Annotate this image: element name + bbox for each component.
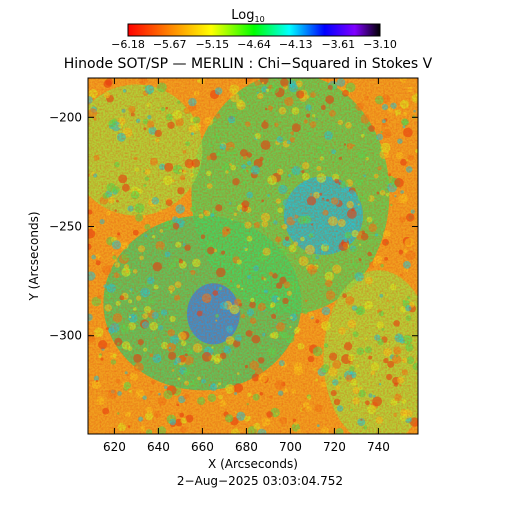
plot-frame <box>87 77 419 435</box>
x-axis: 620 640 660 680 700 720 740 <box>103 78 390 454</box>
colorbar-tick-label: −4.64 <box>237 38 271 51</box>
colorbar-tick-label: −5.67 <box>153 38 187 51</box>
colorbar-tick-label: −4.13 <box>279 38 313 51</box>
y-axis: −200 −250 −300 <box>49 110 418 343</box>
x-tick-label: 680 <box>235 440 258 454</box>
x-tick-label: 660 <box>191 440 214 454</box>
x-axis-label: X (Arcseconds) <box>208 457 298 471</box>
x-tick-label: 700 <box>279 440 302 454</box>
y-tick-label: −200 <box>49 110 82 124</box>
chart-title: Hinode SOT/SP — MERLIN : Chi−Squared in … <box>64 56 433 72</box>
x-tick-label: 640 <box>147 440 170 454</box>
y-tick-label: −300 <box>49 329 82 343</box>
x-tick-label: 620 <box>103 440 126 454</box>
colorbar-tick-label: −3.10 <box>363 38 397 51</box>
colorbar-title: Log10 <box>231 8 264 24</box>
timestamp: 2−Aug−2025 03:03:04.752 <box>177 474 343 488</box>
x-tick-label: 740 <box>367 440 390 454</box>
colorbar-tick-label: −6.18 <box>111 38 145 51</box>
y-tick-label: −250 <box>49 220 82 234</box>
chi-squared-map <box>88 78 418 434</box>
x-tick-label: 720 <box>323 440 346 454</box>
colorbar <box>127 23 381 37</box>
colorbar-tick-label: −5.15 <box>195 38 229 51</box>
colorbar-tick-label: −3.61 <box>321 38 355 51</box>
y-axis-label: Y (Arcseconds) <box>27 211 41 301</box>
colorbar-ticks: −6.18 −5.67 −5.15 −4.64 −4.13 −3.61 −3.10 <box>111 38 397 51</box>
